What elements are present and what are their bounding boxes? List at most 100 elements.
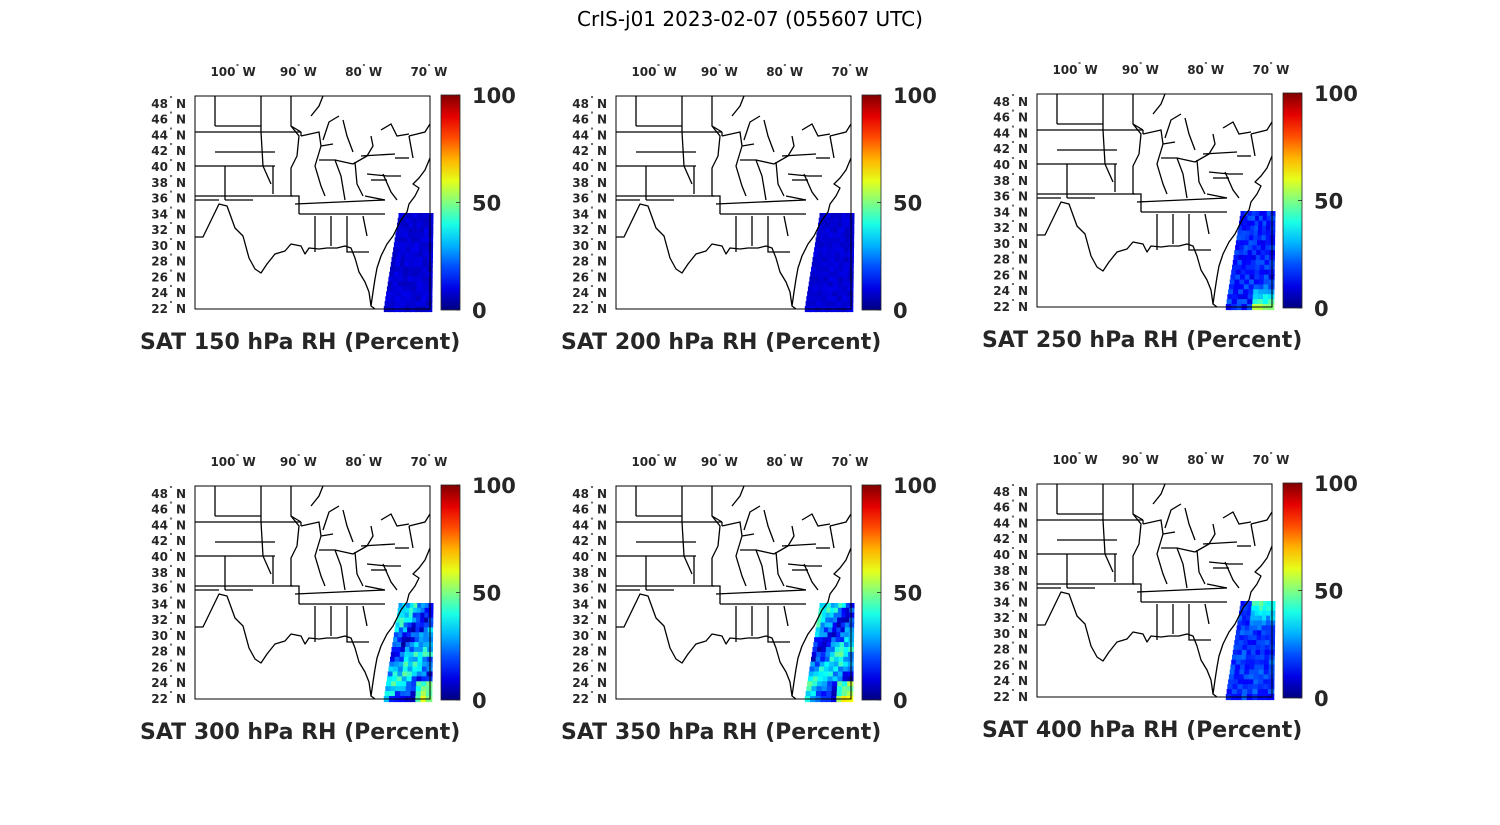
swath-cell [1235, 630, 1242, 637]
swath-cell [1264, 654, 1271, 661]
swath-cell [414, 642, 420, 649]
swath-cell [808, 671, 815, 678]
swath-cell [1238, 674, 1245, 681]
swath-cell [1254, 274, 1261, 281]
swath-cell [818, 247, 824, 254]
swath-cell [849, 227, 855, 234]
swath-cell [842, 213, 847, 220]
swath-cell [1266, 211, 1272, 218]
swath-cell [1236, 299, 1244, 306]
swath-cell [1253, 279, 1260, 286]
swath-cell [428, 217, 434, 224]
lat-tick-label: 34˚ N [151, 595, 186, 611]
swath-cell [417, 603, 423, 610]
swath-cell [817, 286, 824, 293]
swath-cell [394, 691, 402, 698]
lat-tick-label: 38˚ N [993, 562, 1028, 578]
swath-cell [822, 681, 829, 688]
lat-tick-label: 26˚ N [993, 266, 1028, 282]
swath-cell [1228, 674, 1235, 681]
lat-tick-label: 26˚ N [572, 268, 607, 284]
swath-cell [816, 232, 822, 239]
swath-cell [424, 217, 430, 224]
lon-tick-label: 70˚ W [831, 453, 868, 469]
swath-cell [1247, 294, 1254, 301]
swath-cell [406, 676, 413, 683]
swath-cell [406, 632, 412, 639]
swath-cell [411, 681, 418, 688]
swath-cell [829, 612, 835, 619]
swath-cell [404, 261, 411, 268]
swath-cell [1242, 255, 1249, 262]
swath-cell [408, 266, 415, 273]
swath-cell [1235, 245, 1241, 252]
swath-cell [405, 301, 412, 308]
swath-cell [422, 656, 429, 663]
swath-cell [1234, 250, 1240, 257]
state-border [408, 123, 431, 137]
figure-title: CrIS-j01 2023-02-07 (055607 UTC) [577, 7, 923, 31]
lon-tick-label: 70˚ W [410, 63, 447, 79]
lon-tick-label: 80˚ W [766, 453, 803, 469]
swath-cell [849, 617, 855, 624]
swath-cell [401, 642, 407, 649]
swath-cell [402, 627, 409, 634]
swath-cell [417, 276, 424, 283]
swath-cell [1249, 669, 1256, 676]
state-border [681, 96, 693, 185]
swath-cell [1242, 689, 1249, 696]
map-figure: 100˚ W 90˚ W 80˚ W 70˚ W 22˚ N24˚ N26˚ N28˚ N30˚ N32˚… [993, 61, 1358, 321]
swath-cell [404, 227, 410, 234]
state-border [1142, 129, 1168, 195]
swath-cell [829, 261, 836, 268]
swath-cell [1238, 255, 1244, 262]
lat-tick-label: 34˚ N [151, 205, 186, 221]
lat-tick-label: 46˚ N [993, 109, 1028, 125]
swath-cell [407, 666, 414, 673]
map-panel-6: 100˚ W 90˚ W 80˚ W 70˚ W 22˚ N 24˚ N 26˚ N 28˚ N 30˚ N 32˚… [982, 451, 1402, 743]
swath-cell [836, 296, 844, 303]
swath-cell [410, 637, 416, 644]
swath-cell [1237, 684, 1244, 691]
swath-cell [1245, 659, 1252, 666]
coastline [195, 547, 431, 700]
swath-cell [1270, 605, 1276, 612]
state-border [1204, 603, 1210, 625]
swath-cell [402, 242, 408, 249]
map-area [1036, 483, 1276, 701]
swath-cell [844, 242, 850, 249]
swath-cell [396, 676, 403, 683]
swath-cell [389, 691, 397, 698]
lat-tick-label: 46˚ N [993, 499, 1028, 515]
map-area [615, 95, 855, 313]
swath-cell [1265, 625, 1271, 632]
swath-cell [405, 607, 411, 614]
swath-cell [1252, 294, 1260, 301]
swath-cell [413, 651, 420, 658]
swath-cell [836, 301, 843, 308]
state-border [346, 216, 369, 253]
swath-cell [1262, 605, 1268, 612]
state-border [787, 563, 822, 567]
swath-cell [1258, 225, 1264, 232]
colorbar-tick-label: 0 [1314, 297, 1329, 321]
swath-cell [1263, 279, 1270, 286]
swath-cell [812, 291, 819, 298]
swath-cell [1248, 679, 1255, 686]
swath-cell [812, 286, 819, 293]
swath-cell [419, 232, 426, 239]
swath-cell [415, 627, 421, 634]
lat-tick-label: 42˚ N [572, 142, 607, 158]
swath-cell [814, 661, 821, 668]
swath-cell [1261, 240, 1267, 247]
swath-cell [390, 651, 397, 658]
swath-cell [395, 686, 402, 693]
swath-cell [402, 276, 409, 283]
state-border [731, 95, 745, 117]
swath-cell [1263, 664, 1270, 671]
swath-cell [388, 276, 395, 283]
swath-cell [418, 637, 425, 644]
swath-cell [1266, 215, 1272, 222]
coastline [616, 547, 852, 700]
swath-cell [1243, 674, 1250, 681]
